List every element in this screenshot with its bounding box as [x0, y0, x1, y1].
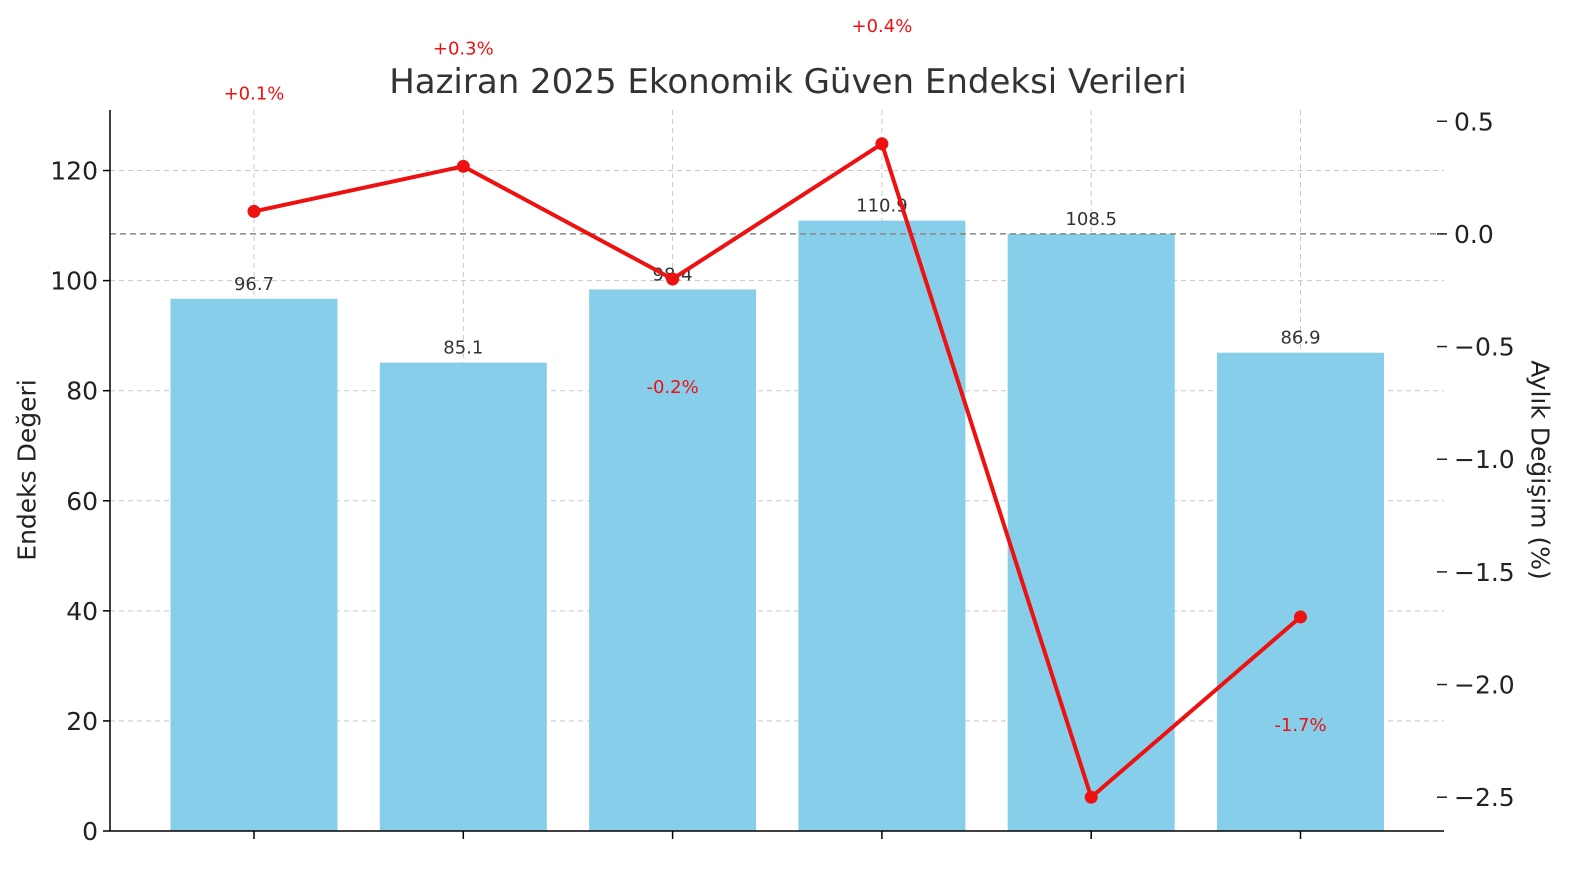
- bar-value-label: 108.5: [1065, 209, 1117, 230]
- bar: [1007, 233, 1175, 831]
- y-tick-label-left: 80: [66, 377, 98, 406]
- y-tick-label-left: 0: [82, 817, 98, 846]
- y-tick-label-right: −1.0: [1454, 445, 1515, 474]
- change-value-label: -0.2%: [646, 377, 698, 398]
- y-tick-label-left: 40: [66, 597, 98, 626]
- y-tick-label-right: 0.5: [1454, 107, 1494, 136]
- bar: [379, 362, 547, 831]
- change-value-label: +0.4%: [851, 16, 912, 37]
- y-tick-label-left: 120: [50, 157, 98, 186]
- change-value-label: +0.3%: [433, 38, 494, 59]
- bar: [1217, 352, 1384, 831]
- y-tick-label-right: −2.5: [1454, 783, 1515, 812]
- change-point: [456, 159, 470, 173]
- y-tick-label-left: 20: [66, 707, 98, 736]
- y-tick-label-left: 60: [66, 487, 98, 516]
- bar: [170, 298, 338, 832]
- bar-value-label: 86.9: [1280, 328, 1320, 349]
- change-point: [1084, 790, 1098, 804]
- change-point: [875, 137, 889, 151]
- y-tick-label-left: 100: [50, 267, 98, 296]
- y-tick-label-right: 0.0: [1454, 220, 1494, 249]
- change-point: [666, 272, 680, 286]
- change-point: [1294, 610, 1307, 624]
- y-tick-label-right: −2.0: [1454, 671, 1515, 700]
- bar: [589, 289, 757, 831]
- bar: [798, 220, 966, 832]
- change-point: [247, 204, 261, 218]
- bar-value-label: 110.9: [856, 196, 908, 217]
- bar-value-label: 96.7: [234, 274, 274, 295]
- bar-value-label: 85.1: [443, 338, 483, 359]
- y-tick-label-right: −1.5: [1454, 558, 1515, 587]
- chart-title: Haziran 2025 Ekonomik Güven Endeksi Veri…: [389, 62, 1187, 102]
- y-tick-label-right: −0.5: [1454, 333, 1515, 362]
- change-line: [253, 141, 1302, 800]
- change-value-label: +0.1%: [224, 83, 285, 104]
- change-value-label: -1.7%: [1274, 715, 1326, 736]
